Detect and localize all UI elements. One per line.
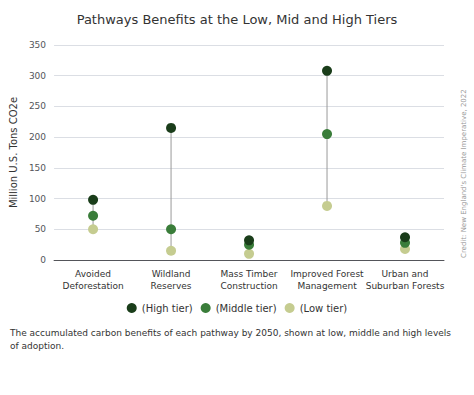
svg-text:of adoption.: of adoption.: [10, 341, 64, 351]
svg-text:200: 200: [29, 132, 46, 142]
svg-text:250: 250: [29, 101, 46, 111]
svg-text:Construction: Construction: [220, 281, 277, 291]
svg-text:Management: Management: [297, 281, 357, 291]
svg-text:0: 0: [40, 255, 46, 265]
svg-text:Suburban Forests: Suburban Forests: [366, 281, 445, 291]
svg-text:350: 350: [29, 40, 46, 50]
svg-text:300: 300: [29, 71, 46, 81]
svg-text:Wildland: Wildland: [152, 269, 191, 279]
svg-text:150: 150: [29, 163, 46, 173]
svg-text:Pathways Benefits at the Low,: Pathways Benefits at the Low, Mid and Hi…: [77, 12, 398, 27]
svg-text:50: 50: [35, 224, 47, 234]
svg-text:(Middle tier): (Middle tier): [216, 303, 277, 314]
svg-text:(High tier): (High tier): [142, 303, 193, 314]
svg-text:(Low tier): (Low tier): [300, 303, 348, 314]
svg-text:Reserves: Reserves: [151, 281, 192, 291]
svg-text:100: 100: [29, 194, 46, 204]
svg-text:Avoided: Avoided: [75, 269, 111, 279]
svg-text:Mass Timber: Mass Timber: [221, 269, 278, 279]
svg-text:Million U.S. Tons CO2e: Million U.S. Tons CO2e: [8, 97, 19, 208]
svg-text:Improved Forest: Improved Forest: [290, 269, 364, 279]
svg-text:Urban and: Urban and: [382, 269, 429, 279]
svg-text:Deforestation: Deforestation: [62, 281, 123, 291]
svg-text:The accumulated carbon benefit: The accumulated carbon benefits of each …: [9, 328, 451, 338]
svg-text:Credit: New England's Climate: Credit: New England's Climate Imperative…: [460, 89, 468, 258]
